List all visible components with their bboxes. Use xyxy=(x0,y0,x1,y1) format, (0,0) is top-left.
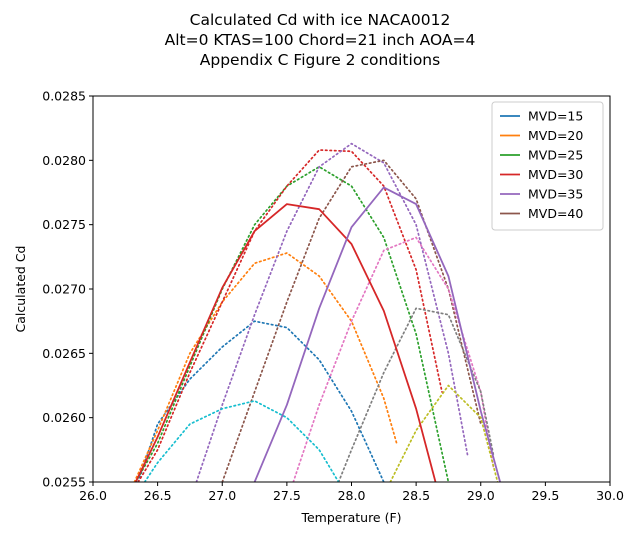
y-tick-label: 0.0260 xyxy=(42,410,86,425)
legend-label: MVD=25 xyxy=(528,148,583,163)
series-line-1 xyxy=(133,252,398,482)
series-line-6 xyxy=(292,236,495,482)
x-axis-label: Temperature (F) xyxy=(300,510,401,525)
series-line-11 xyxy=(253,186,502,482)
y-tick-label: 0.0280 xyxy=(42,153,86,168)
x-tick-label: 29.5 xyxy=(531,488,559,503)
series-line-2 xyxy=(134,165,450,482)
legend-label: MVD=30 xyxy=(528,167,583,182)
series-line-4 xyxy=(195,142,469,482)
series-line-3 xyxy=(137,149,443,482)
x-tick-label: 28.0 xyxy=(338,488,366,503)
y-tick-label: 0.0275 xyxy=(42,217,86,232)
x-tick-label: 26.0 xyxy=(79,488,107,503)
x-tick-label: 27.0 xyxy=(208,488,236,503)
x-tick-label: 26.5 xyxy=(144,488,172,503)
series-line-7 xyxy=(337,307,495,482)
y-tick-label: 0.0265 xyxy=(42,346,86,361)
x-tick-label: 27.5 xyxy=(273,488,301,503)
y-tick-label: 0.0285 xyxy=(42,89,86,104)
chart-title: Calculated Cd with ice NACA0012 Alt=0 KTA… xyxy=(165,11,476,69)
legend-label: MVD=20 xyxy=(528,128,583,143)
title-line: Alt=0 KTAS=100 Chord=21 inch AOA=4 xyxy=(165,31,476,49)
series-line-0 xyxy=(137,320,385,482)
series-lines xyxy=(133,142,502,482)
legend-label: MVD=15 xyxy=(528,109,583,124)
series-line-5 xyxy=(221,159,482,482)
series-line-9 xyxy=(143,400,340,482)
x-tick-label: 30.0 xyxy=(596,488,624,503)
x-tick-label: 29.0 xyxy=(467,488,495,503)
series-line-8 xyxy=(389,384,499,482)
y-tick-label: 0.0270 xyxy=(42,282,86,297)
legend: MVD=15 MVD=20 MVD=25 MVD=30 MVD=35 MVD=40 xyxy=(491,101,604,231)
series-line-10 xyxy=(134,203,437,482)
x-axis: 26.0 26.5 27.0 27.5 28.0 28.5 29.0 29.5 30.0 xyxy=(79,482,624,503)
title-line: Appendix C Figure 2 conditions xyxy=(200,51,440,69)
title-line: Calculated Cd with ice NACA0012 xyxy=(190,11,451,29)
y-axis-label: Calculated Cd xyxy=(13,246,28,333)
x-tick-label: 28.5 xyxy=(402,488,430,503)
y-tick-label: 0.0255 xyxy=(42,475,86,490)
legend-label: MVD=40 xyxy=(528,206,583,221)
legend-label: MVD=35 xyxy=(528,187,583,202)
legend-box xyxy=(491,101,604,231)
y-axis: 0.0255 0.0260 0.0265 0.0270 0.0275 0.0280 0.02… xyxy=(42,89,93,490)
